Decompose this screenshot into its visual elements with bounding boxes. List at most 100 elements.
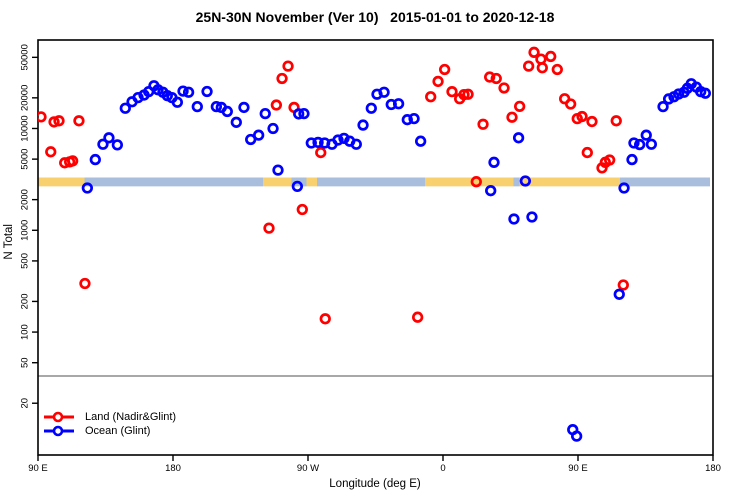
y-tick-label: 50 bbox=[20, 357, 31, 368]
data-point bbox=[535, 53, 547, 65]
x-axis: 90 E 180 90 W 0 90 E 180 bbox=[28, 455, 721, 474]
data-point bbox=[270, 99, 283, 111]
data-point bbox=[53, 115, 65, 127]
y-axis-label: N Total bbox=[3, 224, 15, 260]
data-point bbox=[512, 132, 525, 144]
data-point bbox=[132, 91, 144, 104]
legend-label-ocean: Ocean (Glint) bbox=[85, 425, 151, 437]
data-point bbox=[576, 110, 588, 123]
data-point bbox=[210, 100, 223, 113]
data-point bbox=[618, 182, 630, 194]
data-point bbox=[613, 288, 625, 300]
data-point bbox=[291, 180, 304, 193]
x-tick-label: 90 E bbox=[568, 463, 588, 474]
data-point bbox=[177, 85, 189, 97]
band-segment-ocean bbox=[620, 177, 710, 187]
data-point bbox=[657, 100, 669, 113]
data-point bbox=[485, 185, 497, 197]
plot-frame bbox=[37, 39, 714, 456]
data-point bbox=[470, 176, 482, 188]
data-point bbox=[432, 75, 444, 88]
band-segment-land bbox=[38, 177, 85, 187]
data-point bbox=[425, 91, 437, 103]
data-point bbox=[626, 153, 638, 166]
data-point bbox=[201, 85, 213, 98]
data-point bbox=[298, 107, 310, 120]
data-point bbox=[514, 100, 526, 112]
data-point bbox=[103, 132, 115, 144]
data-point bbox=[699, 87, 711, 99]
data-point bbox=[536, 62, 548, 74]
data-point bbox=[89, 153, 101, 166]
band-segment-land bbox=[306, 177, 317, 187]
y-tick-label: 20 bbox=[20, 398, 31, 409]
data-point bbox=[238, 101, 250, 114]
legend: Land (Nadir&Glint) Ocean (Glint) bbox=[42, 410, 176, 438]
x-tick-label: 90 E bbox=[28, 463, 48, 474]
data-point bbox=[662, 93, 675, 105]
data-point bbox=[191, 100, 203, 113]
band-segment-ocean bbox=[513, 177, 520, 187]
x-tick-label: 180 bbox=[165, 463, 181, 474]
data-point bbox=[66, 155, 79, 167]
data-point bbox=[365, 102, 377, 114]
data-point bbox=[267, 122, 279, 135]
x-tick-label: 0 bbox=[440, 463, 445, 474]
data-point bbox=[526, 211, 538, 223]
y-tick-label: 1000 bbox=[20, 220, 31, 241]
data-point bbox=[221, 105, 233, 118]
data-point bbox=[81, 182, 93, 194]
legend-symbol-land-icon bbox=[44, 411, 74, 423]
data-point bbox=[305, 137, 317, 149]
data-point bbox=[408, 112, 420, 125]
legend-row-ocean: Ocean (Glint) bbox=[42, 424, 176, 438]
y-tick-label: 10000 bbox=[20, 115, 31, 141]
data-point bbox=[392, 98, 405, 110]
y-tick-label: 100 bbox=[20, 324, 31, 340]
data-point bbox=[571, 430, 583, 442]
y-axis: 20 50 100 200 500 1000 2000 5000 10000 20000 50000 bbox=[20, 44, 38, 409]
data-point bbox=[319, 313, 331, 325]
y-tick-label: 5000 bbox=[20, 149, 31, 170]
data-point bbox=[315, 146, 327, 159]
data-point bbox=[97, 138, 109, 150]
data-point bbox=[263, 222, 275, 234]
band-segment-land bbox=[425, 177, 514, 187]
data-point bbox=[415, 135, 427, 147]
data-point bbox=[252, 129, 265, 141]
band-segment-ocean bbox=[317, 177, 425, 187]
series-land bbox=[38, 46, 629, 325]
data-point bbox=[519, 175, 531, 187]
data-point bbox=[604, 154, 616, 166]
data-point bbox=[276, 72, 288, 85]
data-point bbox=[462, 88, 474, 100]
data-point bbox=[545, 50, 557, 63]
data-point bbox=[171, 96, 184, 108]
data-point bbox=[259, 107, 271, 120]
data-point bbox=[296, 203, 308, 216]
data-point bbox=[401, 114, 413, 126]
data-point bbox=[551, 63, 563, 76]
x-tick-label: 180 bbox=[705, 463, 721, 474]
legend-label-land: Land (Nadir&Glint) bbox=[85, 411, 177, 423]
data-point bbox=[506, 111, 518, 123]
data-point bbox=[357, 119, 369, 131]
data-point bbox=[484, 71, 496, 83]
data-point bbox=[640, 129, 652, 141]
data-point bbox=[230, 116, 242, 128]
data-point bbox=[111, 139, 123, 151]
data-point bbox=[508, 213, 520, 225]
x-tick-label: 90 W bbox=[297, 463, 319, 474]
data-point bbox=[581, 146, 593, 159]
data-point bbox=[282, 60, 294, 72]
data-point bbox=[378, 86, 390, 98]
data-point bbox=[293, 108, 305, 120]
y-tick-label: 50000 bbox=[20, 44, 31, 70]
data-point bbox=[565, 98, 577, 110]
data-point bbox=[498, 82, 510, 94]
data-points bbox=[38, 46, 711, 442]
data-point bbox=[332, 134, 344, 146]
series-ocean bbox=[81, 78, 711, 442]
data-point bbox=[488, 156, 500, 168]
